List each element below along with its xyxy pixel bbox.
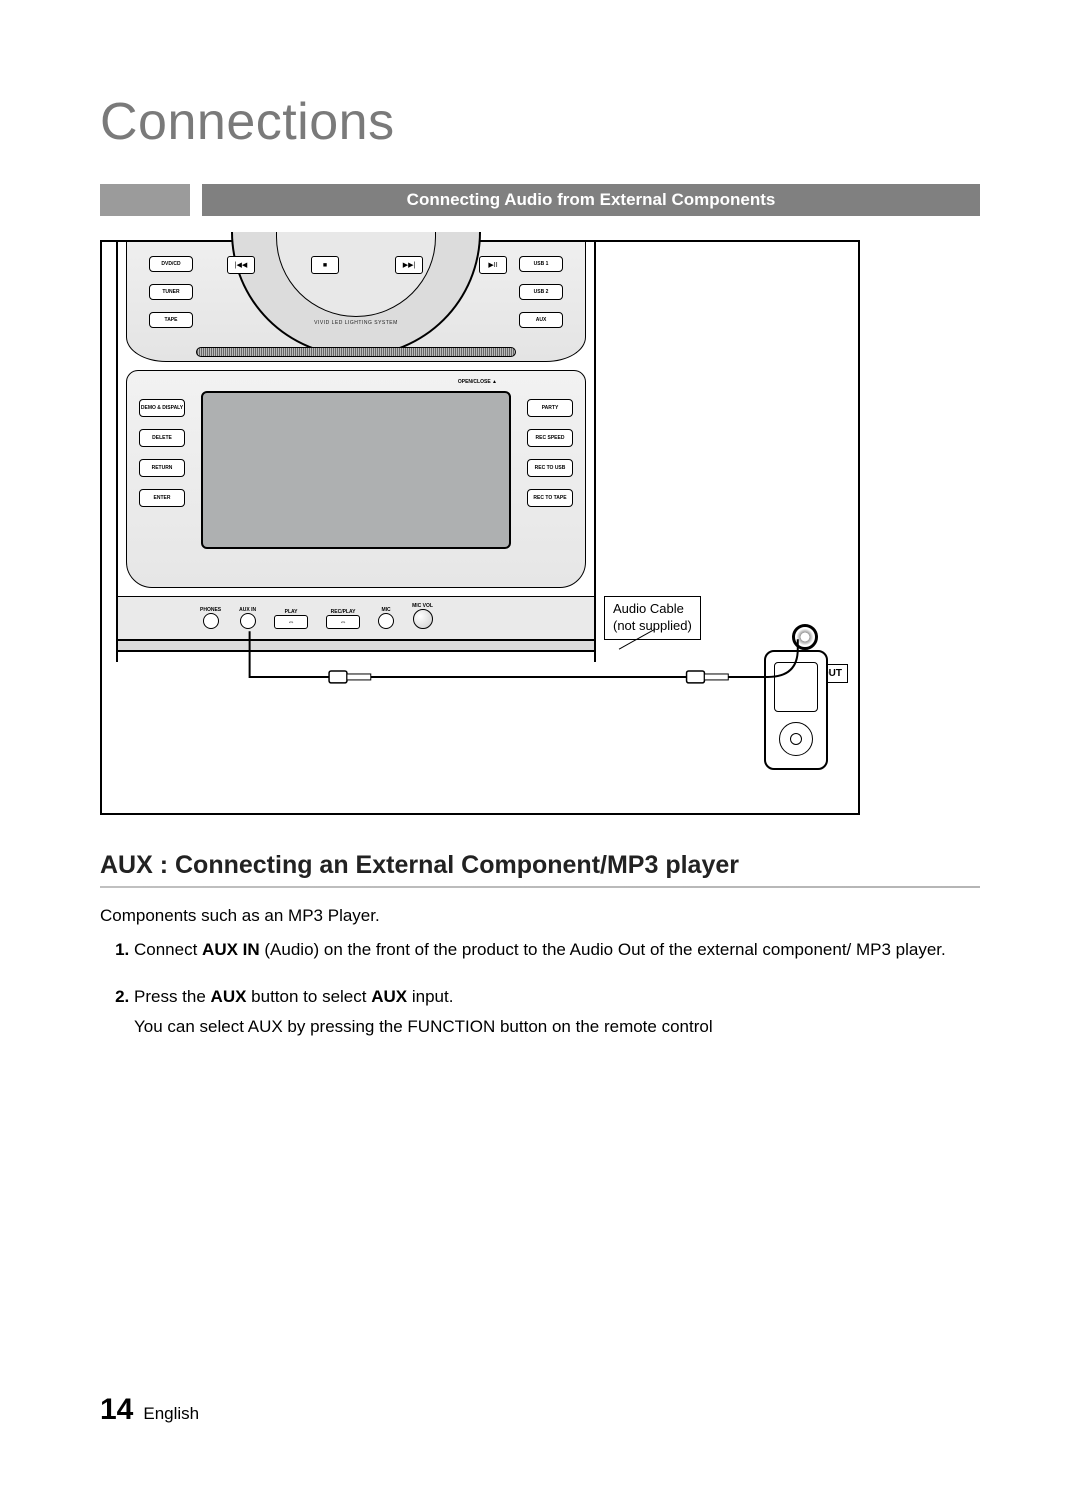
btn-party: PARTY xyxy=(527,399,573,417)
btn-rec-speed: REC SPEED xyxy=(527,429,573,447)
lbl-mic: MIC xyxy=(378,607,394,613)
mp3-wheel xyxy=(779,722,813,756)
mid-left-buttons: DEMO & DISPALY DELETE RETURN ENTER xyxy=(139,399,185,507)
right-button-column: USB 1 USB 2 AUX xyxy=(519,256,563,328)
device-front-bar: PHONES AUX IN PLAY⇔ REC/PLAY⇔ MIC MIC VO… xyxy=(118,596,594,640)
lbl-rec-play: REC/PLAY xyxy=(326,609,360,615)
page-footer: 14 English xyxy=(100,1393,199,1427)
step1-pre: Connect xyxy=(134,940,202,959)
callout-line1: Audio Cable xyxy=(613,601,692,618)
speaker-grill xyxy=(196,347,516,357)
btn-play-pause: ▶II xyxy=(479,256,507,274)
lbl-aux-in: AUX IN xyxy=(239,607,256,613)
step1-post: (Audio) on the front of the product to t… xyxy=(260,940,946,959)
btn-tuner: TUNER xyxy=(149,284,193,300)
lbl-mic-vol: MIC VOL xyxy=(412,603,433,609)
btn-usb1: USB 1 xyxy=(519,256,563,272)
section-heading: AUX : Connecting an External Component/M… xyxy=(100,851,980,880)
btn-tape: TAPE xyxy=(149,312,193,328)
device-display: OPEN/CLOSE ▲ xyxy=(201,391,511,549)
btn-enter: ENTER xyxy=(139,489,185,507)
step2-pre: Press the xyxy=(134,987,211,1006)
device-mid-panel: OPEN/CLOSE ▲ DEMO & DISPALY DELETE RETUR… xyxy=(126,370,586,588)
led-arc-label: VIVID LED LIGHTING SYSTEM xyxy=(314,320,398,326)
front-jack-row: PHONES AUX IN PLAY⇔ REC/PLAY⇔ MIC MIC VO… xyxy=(200,603,433,629)
page-language: English xyxy=(143,1404,199,1424)
intro-paragraph: Components such as an MP3 Player. xyxy=(100,906,980,926)
step2-b1: AUX xyxy=(211,987,247,1006)
btn-usb2: USB 2 xyxy=(519,284,563,300)
slot-rec-play: REC/PLAY⇔ xyxy=(326,609,360,629)
banner-gap xyxy=(190,184,202,216)
device-body: DVD/CD TUNER TAPE USB 1 USB 2 AUX |◀◀ ■ … xyxy=(116,242,596,662)
banner-text: Connecting Audio from External Component… xyxy=(202,184,980,216)
step1-bold: AUX IN xyxy=(202,940,260,959)
transport-row: |◀◀ ■ ▶▶| ▶II xyxy=(227,256,507,274)
step-1: Connect AUX IN (Audio) on the front of t… xyxy=(134,938,980,963)
steps-list: Connect AUX IN (Audio) on the front of t… xyxy=(100,938,980,1040)
jack-phones: PHONES xyxy=(200,607,221,629)
btn-rec-usb: REC TO USB xyxy=(527,459,573,477)
mp3-audio-jack-icon xyxy=(792,624,818,650)
mp3-player xyxy=(764,650,828,770)
btn-stop: ■ xyxy=(311,256,339,274)
device-base xyxy=(118,640,594,652)
step2-line2: You can select AUX by pressing the FUNCT… xyxy=(134,1015,980,1040)
step-2: Press the AUX button to select AUX input… xyxy=(134,985,980,1040)
btn-next: ▶▶| xyxy=(395,256,423,274)
audio-cable-callout: Audio Cable (not supplied) xyxy=(604,596,701,640)
connection-diagram: DVD/CD TUNER TAPE USB 1 USB 2 AUX |◀◀ ■ … xyxy=(100,240,860,815)
knob-mic-vol: MIC VOL xyxy=(412,603,433,629)
lbl-phones: PHONES xyxy=(200,607,221,613)
heading-rule xyxy=(100,886,980,888)
btn-demo: DEMO & DISPALY xyxy=(139,399,185,417)
btn-delete: DELETE xyxy=(139,429,185,447)
step2-post: input. xyxy=(407,987,453,1006)
mp3-screen xyxy=(774,662,818,712)
btn-return: RETURN xyxy=(139,459,185,477)
section-banner-row: Connecting Audio from External Component… xyxy=(100,184,980,216)
mid-right-buttons: PARTY REC SPEED REC TO USB REC TO TAPE xyxy=(527,399,573,507)
btn-aux: AUX xyxy=(519,312,563,328)
callout-line2: (not supplied) xyxy=(613,618,692,635)
step2-mid: button to select xyxy=(246,987,371,1006)
left-button-column: DVD/CD TUNER TAPE xyxy=(149,256,193,328)
banner-accent xyxy=(100,184,190,216)
page-number: 14 xyxy=(100,1393,133,1427)
slot-play: PLAY⇔ xyxy=(274,609,308,629)
jack-mic: MIC xyxy=(378,607,394,629)
open-close-label: OPEN/CLOSE ▲ xyxy=(458,379,497,385)
btn-prev: |◀◀ xyxy=(227,256,255,274)
device-top-panel: DVD/CD TUNER TAPE USB 1 USB 2 AUX |◀◀ ■ … xyxy=(126,242,586,362)
btn-rec-tape: REC TO TAPE xyxy=(527,489,573,507)
jack-aux-in: AUX IN xyxy=(239,607,256,629)
page-title: Connections xyxy=(100,92,980,152)
step2-b2: AUX xyxy=(371,987,407,1006)
btn-dvd-cd: DVD/CD xyxy=(149,256,193,272)
